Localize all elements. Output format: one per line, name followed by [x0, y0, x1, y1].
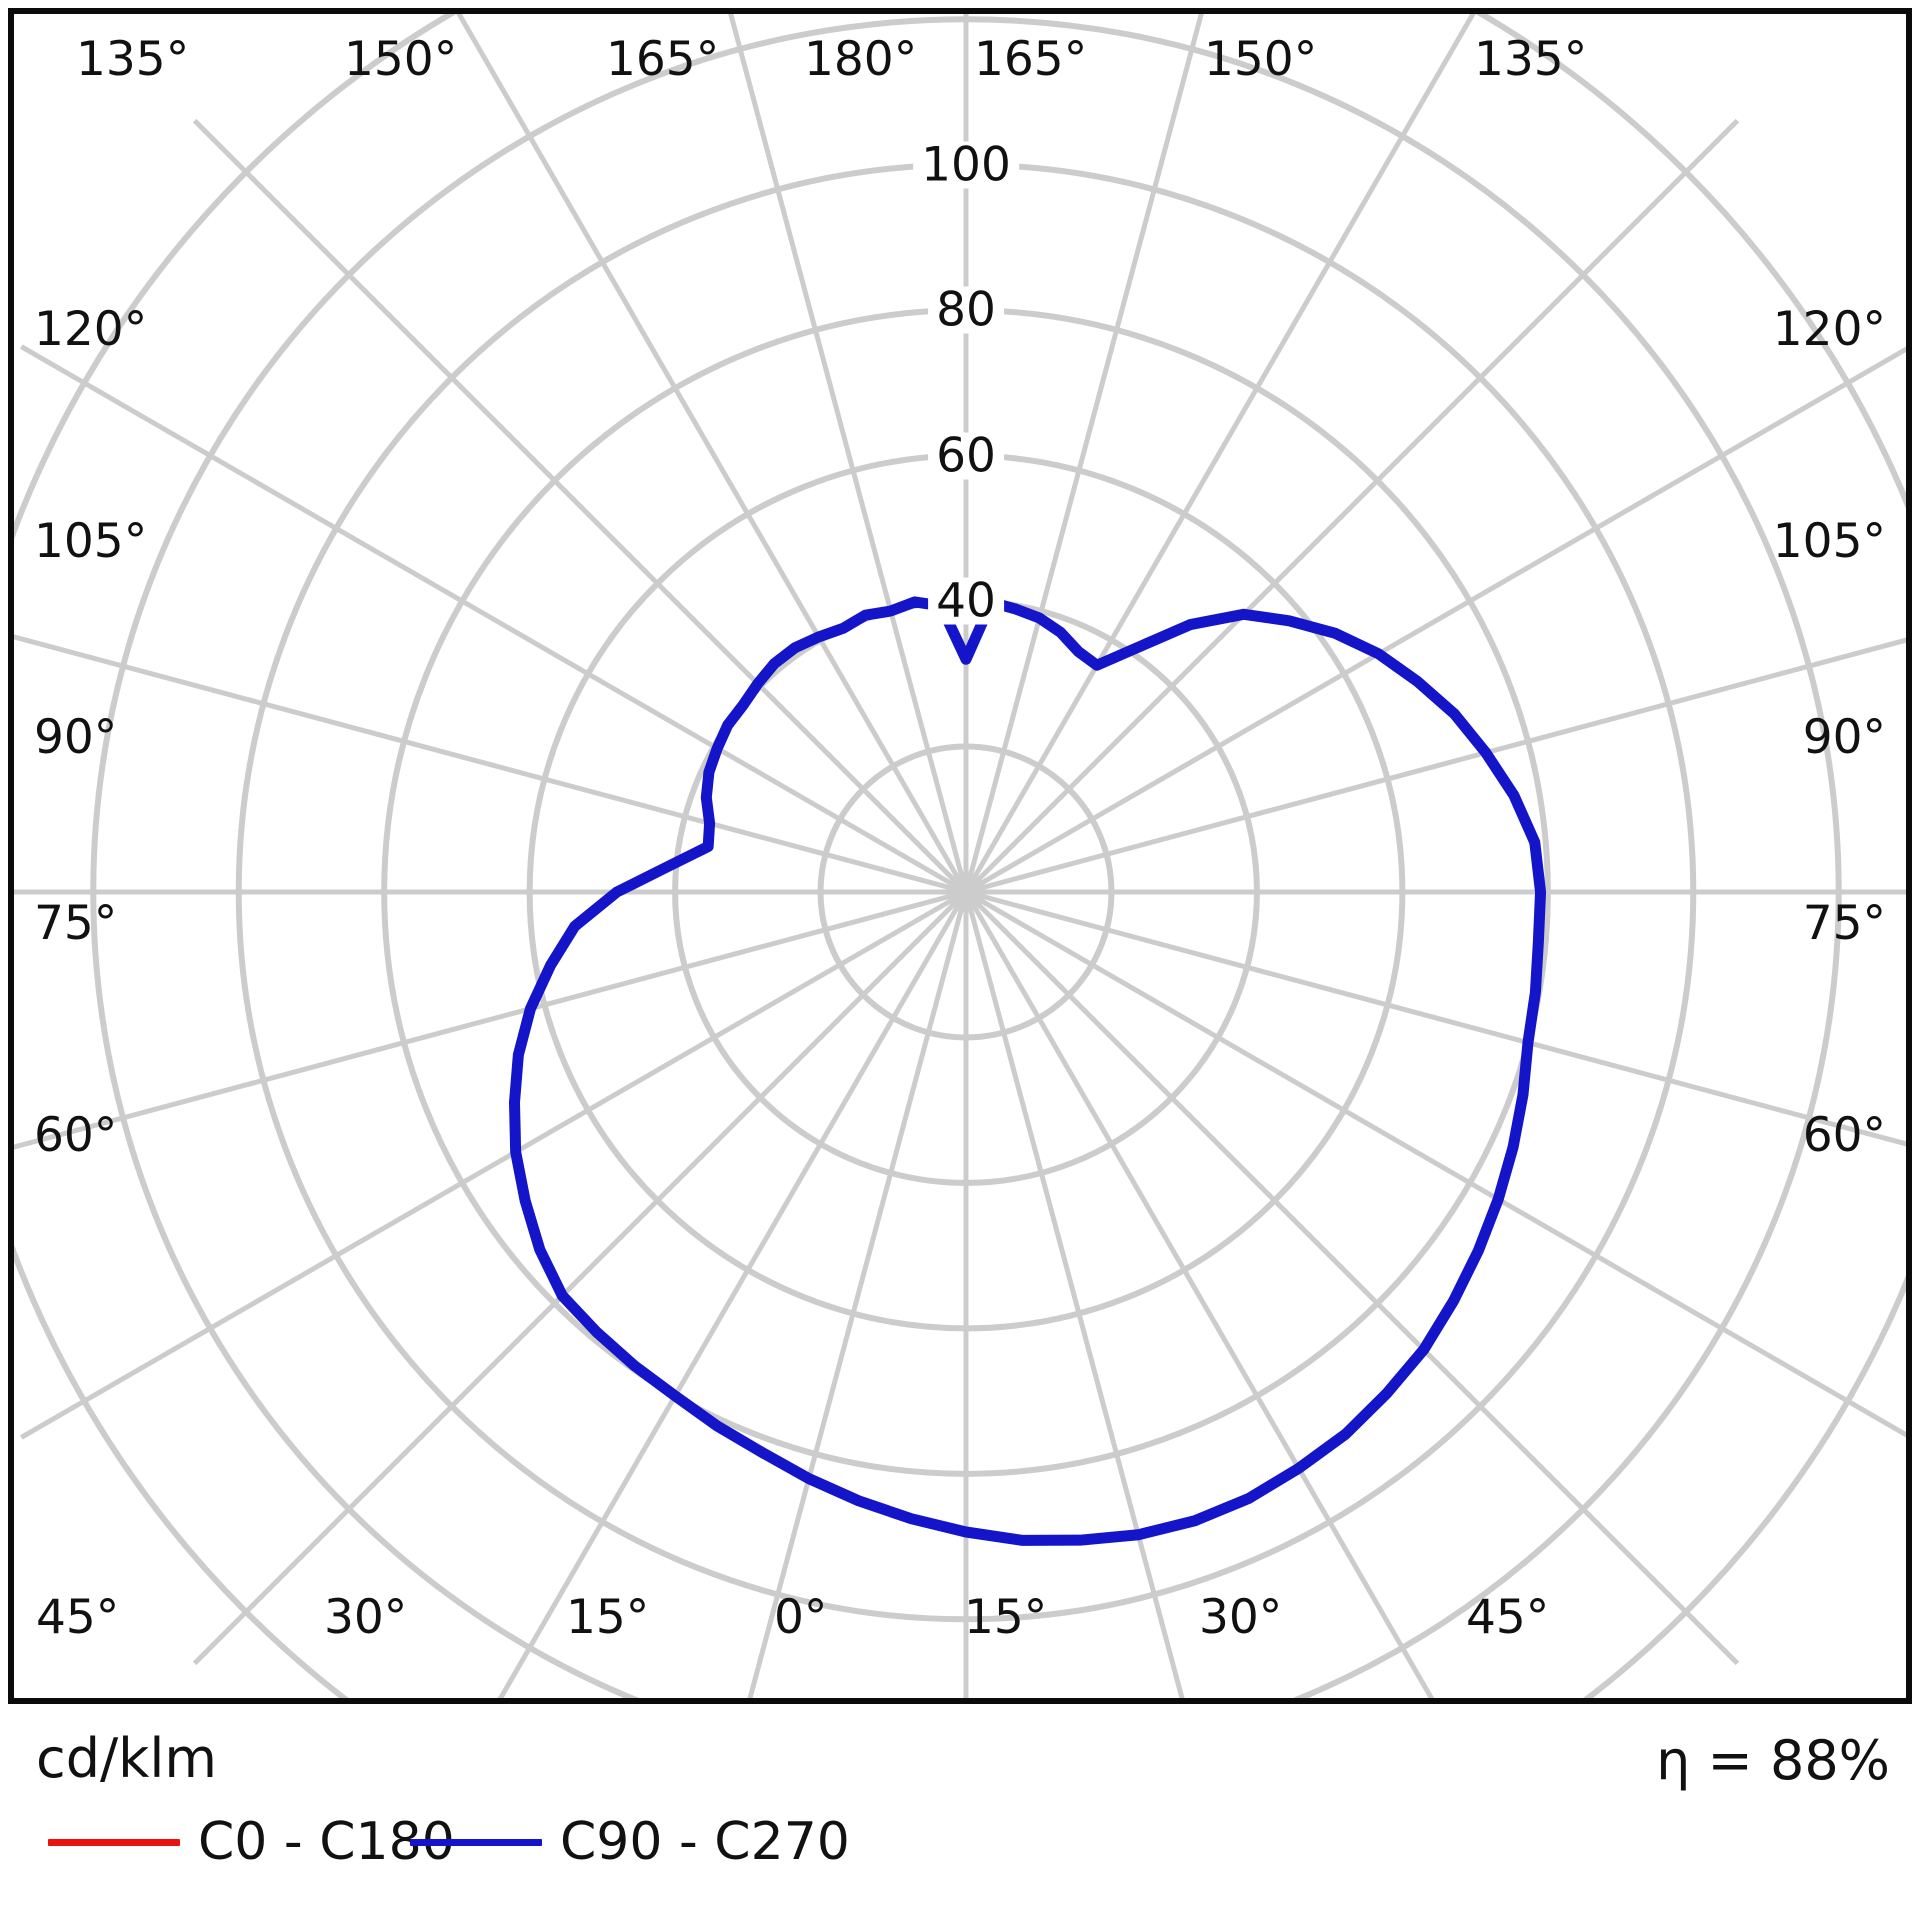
angle-label-top-6: 135° — [1474, 32, 1588, 87]
angle-label-right-0: 120° — [1772, 302, 1886, 357]
efficiency-label: η = 88% — [1656, 1729, 1890, 1792]
legend-color-swatch-blue — [410, 1838, 542, 1846]
radial-tick-label-60: 60 — [928, 432, 1004, 480]
polar-grid — [14, 14, 1906, 1698]
angle-label-top-3: 180° — [804, 32, 918, 87]
curve-c90-c270 — [508, 596, 1547, 1546]
angle-label-right-3: 75° — [1802, 896, 1886, 951]
angle-label-right-1: 105° — [1772, 514, 1886, 569]
angle-label-bottom-0: 45° — [36, 1590, 120, 1645]
angle-label-bottom-4: 15° — [964, 1590, 1048, 1645]
angle-label-left-2: 90° — [34, 710, 118, 765]
legend-color-swatch-red — [48, 1838, 180, 1846]
legend-entry-c0-c180[interactable]: C0 - C180 — [48, 1814, 455, 1870]
angle-label-bottom-3: 0° — [774, 1590, 828, 1645]
angle-label-top-0: 135° — [76, 32, 190, 87]
angle-label-bottom-2: 15° — [566, 1590, 650, 1645]
radial-tick-label-40: 40 — [928, 577, 1004, 625]
angle-label-bottom-1: 30° — [324, 1590, 408, 1645]
angle-label-right-2: 90° — [1802, 710, 1886, 765]
radial-tick-label-100: 100 — [913, 141, 1019, 189]
angle-label-top-4: 165° — [974, 32, 1088, 87]
chart-legend: cd/klm η = 88% C0 - C180 C90 - C270 — [0, 1710, 1920, 1920]
angle-label-left-1: 105° — [34, 514, 148, 569]
polar-grid-and-curve — [14, 14, 1906, 1698]
intensity-curves — [508, 596, 1547, 1546]
angle-label-left-4: 60° — [34, 1108, 118, 1163]
unit-label: cd/klm — [36, 1727, 218, 1790]
radial-tick-label-80: 80 — [928, 286, 1004, 334]
angle-label-top-1: 150° — [344, 32, 458, 87]
polar-plot-frame: 135° 150° 165° 180° 165° 150° 135° 120° 105° 90° 7… — [8, 8, 1912, 1704]
legend-label-c90-c270: C90 - C270 — [560, 1812, 850, 1872]
angle-label-top-5: 150° — [1204, 32, 1318, 87]
angle-label-top-2: 165° — [606, 32, 720, 87]
angle-label-bottom-6: 45° — [1466, 1590, 1550, 1645]
angle-label-left-3: 75° — [34, 896, 118, 951]
angle-label-right-4: 60° — [1802, 1108, 1886, 1163]
legend-entry-c90-c270[interactable]: C90 - C270 — [410, 1814, 850, 1870]
angle-label-left-0: 120° — [34, 302, 148, 357]
angle-label-bottom-5: 30° — [1199, 1590, 1283, 1645]
